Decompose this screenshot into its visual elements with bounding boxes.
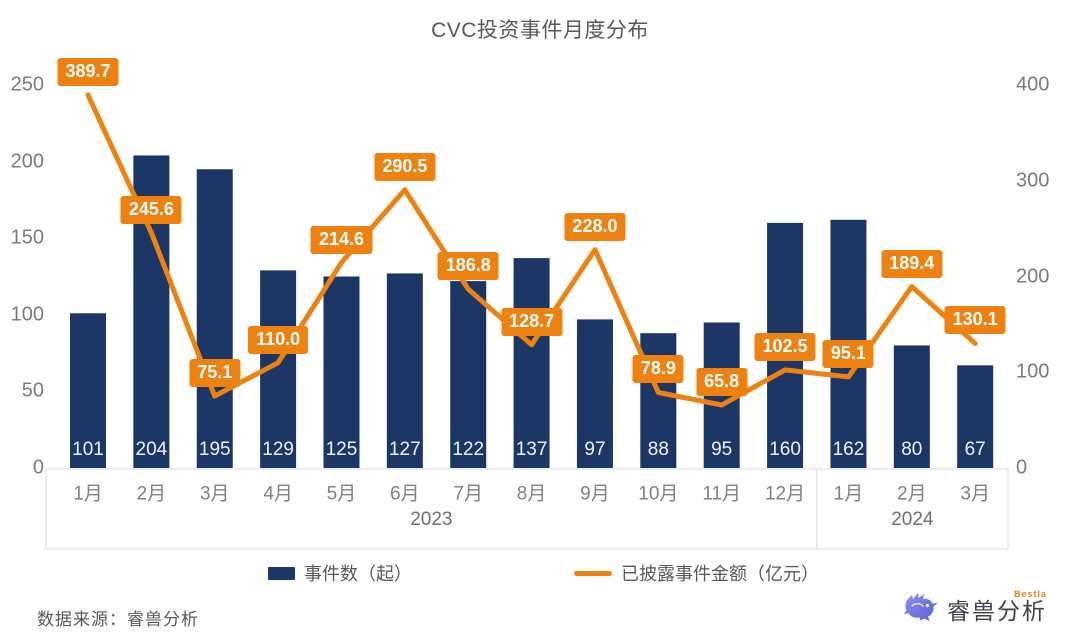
x-axis-year-label: 2023 <box>410 509 453 530</box>
bar-value-label: 127 <box>388 439 421 460</box>
line-value-label: 95.1 <box>822 339 874 368</box>
line-value-label: 128.7 <box>501 307 563 336</box>
bar <box>386 273 423 468</box>
line-value-label: 186.8 <box>437 252 499 281</box>
x-axis-month-label: 1月 <box>833 483 864 505</box>
bar <box>70 313 106 468</box>
line-value-label: 78.9 <box>632 355 684 384</box>
logo-text: Bestla 睿兽分析 <box>947 590 1047 623</box>
line-value-label: 65.8 <box>696 367 748 396</box>
legend: 事件数（起） 已披露事件金额（亿元） <box>0 560 1080 588</box>
legend-label-event-count: 事件数（起） <box>304 564 412 584</box>
data-source-note: 数据来源：睿兽分析 <box>37 610 199 629</box>
x-axis-month-label: 4月 <box>263 483 293 505</box>
bar-value-label: 67 <box>964 439 986 460</box>
x-axis-month-label: 10月 <box>638 483 679 505</box>
y-axis-tick-right: 0 <box>1016 456 1028 479</box>
line-value-label: 245.6 <box>120 195 182 224</box>
bar-value-label: 101 <box>72 439 104 460</box>
y-axis-tick-left: 150 <box>10 226 44 249</box>
bar <box>196 169 233 468</box>
x-axis-month-label: 8月 <box>516 483 547 505</box>
x-axis-year-label: 2024 <box>891 509 934 530</box>
bar-value-label: 97 <box>584 439 606 460</box>
line-value-label: 130.1 <box>944 306 1006 335</box>
x-axis-month-label: 11月 <box>702 483 742 505</box>
legend-item-event-count: 事件数（起） <box>268 560 412 586</box>
bar-value-label: 88 <box>647 439 669 460</box>
x-axis-month-label: 3月 <box>960 483 990 505</box>
bar-value-label: 162 <box>832 439 865 460</box>
bar <box>576 319 613 468</box>
line-value-label: 189.4 <box>881 249 943 278</box>
x-axis-month-label: 1月 <box>73 483 103 505</box>
line-value-label: 214.6 <box>310 225 372 254</box>
bar-value-label: 137 <box>515 439 548 460</box>
x-axis-box <box>45 468 1009 550</box>
line-value-label: 75.1 <box>189 359 241 388</box>
bar-series-swatch <box>268 566 295 580</box>
line-value-label: 389.7 <box>57 57 119 86</box>
y-axis-tick-left: 50 <box>21 379 44 402</box>
bar <box>513 258 550 468</box>
line-series-swatch <box>574 570 612 576</box>
bar-value-label: 125 <box>325 439 358 460</box>
y-axis-tick-right: 200 <box>1016 265 1050 287</box>
bar <box>957 365 994 468</box>
y-axis-tick-left: 200 <box>10 150 44 173</box>
x-axis-month-label: 2月 <box>897 483 927 505</box>
bar <box>450 281 487 468</box>
y-axis-tick-left: 0 <box>32 456 44 479</box>
y-axis-tick-left: 100 <box>10 303 44 326</box>
y-axis-tick-right: 400 <box>1016 73 1050 96</box>
bar-value-label: 122 <box>452 439 485 460</box>
line-value-label: 102.5 <box>754 332 816 361</box>
y-axis-tick-left: 250 <box>10 73 44 96</box>
bar <box>893 345 930 468</box>
bar-value-label: 80 <box>901 439 923 460</box>
bar-value-label: 195 <box>198 439 231 460</box>
y-axis-tick-right: 300 <box>1016 169 1050 192</box>
x-axis-month-label: 12月 <box>764 483 806 505</box>
x-axis-month-label: 3月 <box>199 483 230 505</box>
bar <box>323 276 360 468</box>
x-axis-month-label: 7月 <box>453 483 484 505</box>
logo-brand: 睿兽分析 <box>947 598 1047 624</box>
brand-logo: Bestla 睿兽分析 <box>902 590 1047 623</box>
x-axis-month-label: 5月 <box>326 483 357 505</box>
bar-value-label: 129 <box>262 439 294 460</box>
bar-value-label: 204 <box>135 439 168 460</box>
y-axis-tick-right: 100 <box>1016 360 1050 383</box>
legend-item-amount: 已披露事件金额（亿元） <box>574 560 819 586</box>
logo-tagline: Bestla <box>1013 589 1047 599</box>
line-value-label: 290.5 <box>374 152 436 181</box>
line-value-label: 228.0 <box>564 212 626 241</box>
bar-value-label: 95 <box>711 439 733 460</box>
chart-title: CVC投资事件月度分布 <box>431 19 649 42</box>
x-axis-month-label: 6月 <box>390 483 420 505</box>
legend-label-amount: 已披露事件金额（亿元） <box>621 564 819 584</box>
x-axis-month-label: 2月 <box>136 483 167 505</box>
line-value-label: 110.0 <box>248 325 309 354</box>
x-axis-month-label: 9月 <box>580 483 610 505</box>
beast-logo-icon <box>904 593 938 621</box>
bar-value-label: 160 <box>769 439 801 460</box>
